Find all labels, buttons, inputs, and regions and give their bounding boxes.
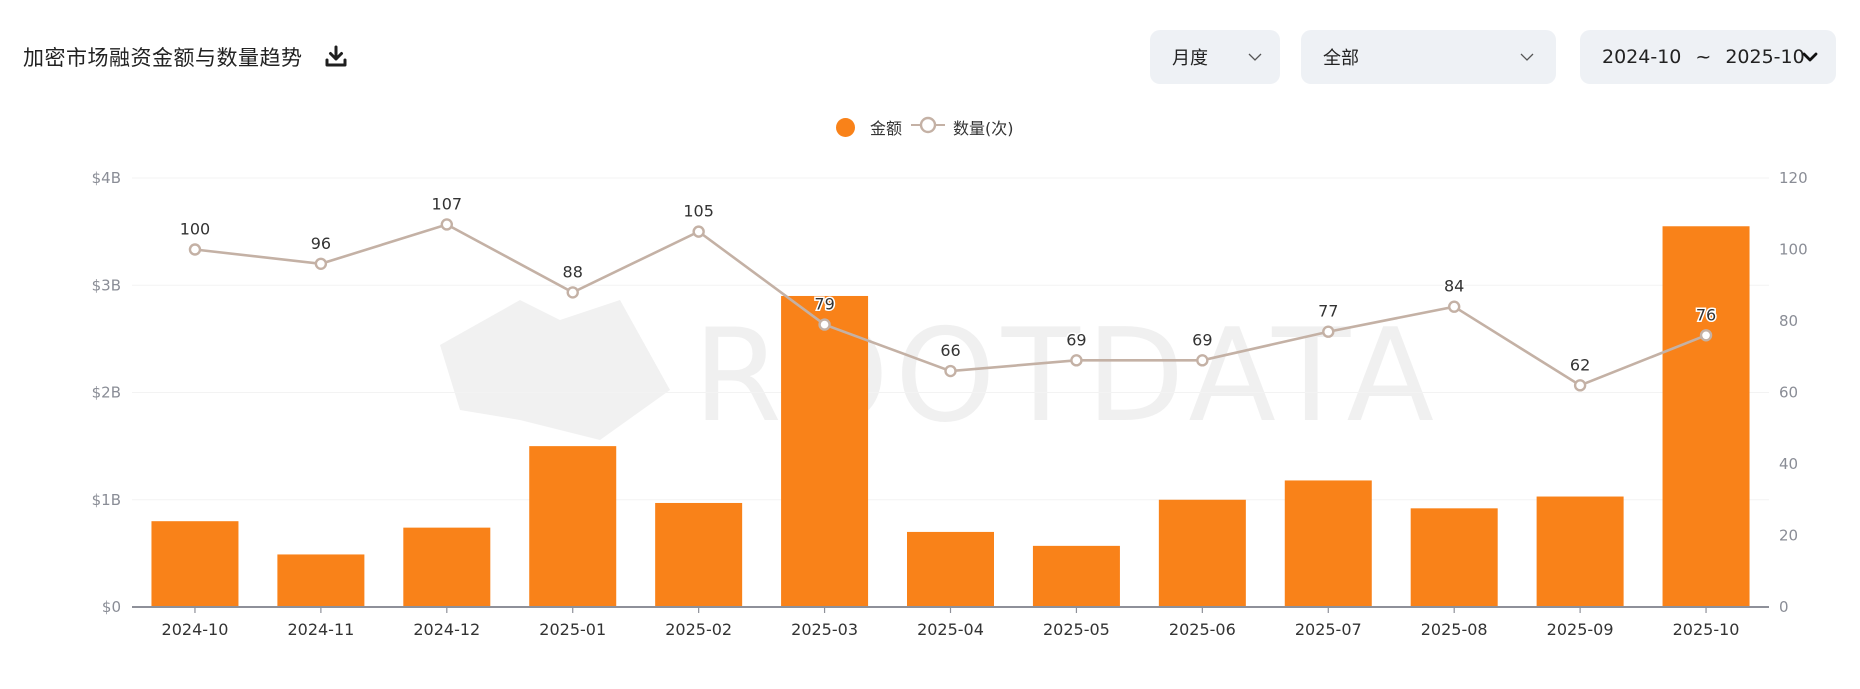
y-axis-left-label: $2B — [92, 384, 121, 402]
date-range-start: 2024-10 — [1602, 46, 1682, 68]
y-axis-left-label: $1B — [92, 491, 121, 509]
count-label: 84 — [1444, 277, 1464, 296]
bar-2024-12 — [403, 527, 491, 607]
y-axis-right-label: 80 — [1779, 312, 1798, 330]
bar-2024-11 — [277, 554, 365, 607]
x-axis-label: 2024-10 — [162, 620, 229, 639]
count-label: 107 — [432, 194, 463, 213]
count-label: 100 — [180, 220, 211, 239]
count-point — [1196, 354, 1209, 367]
y-axis-right-label: 100 — [1779, 241, 1808, 259]
y-axis-left-label: $0 — [102, 598, 121, 616]
bar-2025-02 — [655, 502, 743, 607]
count-point — [818, 318, 831, 331]
y-axis-left-label: $4B — [92, 169, 121, 187]
bar-2025-03 — [781, 295, 869, 607]
count-point — [944, 364, 957, 378]
count-point — [1070, 354, 1083, 367]
y-axis-right-label: 120 — [1779, 169, 1808, 187]
y-axis-right-label: 0 — [1779, 598, 1789, 616]
bar-2025-05 — [1032, 545, 1120, 607]
line-marker-icon — [910, 115, 946, 139]
count-point — [1699, 329, 1713, 342]
bar-2025-08 — [1410, 508, 1498, 607]
x-axis-label: 2025-09 — [1547, 620, 1614, 639]
chart-title: 加密市场融资金额与数量趋势 — [23, 46, 303, 70]
legend-item-count[interactable]: 数量(次) — [902, 115, 1014, 139]
bar-2025-10 — [1662, 226, 1750, 607]
count-label: 77 — [1318, 302, 1338, 321]
circle-icon — [836, 117, 855, 137]
download-icon[interactable] — [324, 44, 348, 70]
x-axis-label: 2025-06 — [1169, 620, 1236, 639]
count-label: 76 — [1696, 305, 1716, 324]
y-axis-right-label: 60 — [1779, 384, 1798, 402]
count-label: 69 — [1066, 330, 1086, 349]
count-point — [692, 225, 705, 238]
x-axis-label: 2024-12 — [413, 620, 480, 639]
date-range-end: 2025-10 — [1725, 46, 1805, 68]
bar-2024-10 — [151, 521, 239, 607]
x-axis-label: 2025-05 — [1043, 620, 1110, 639]
count-point — [188, 243, 202, 256]
count-label: 62 — [1570, 355, 1590, 374]
y-axis-right-label: 20 — [1779, 527, 1798, 545]
x-axis-label: 2024-11 — [287, 620, 354, 639]
period-select[interactable]: 月度 — [1150, 30, 1280, 84]
period-select-value: 月度 — [1172, 48, 1208, 69]
watermark-logo — [440, 300, 670, 440]
count-point — [1573, 379, 1587, 392]
count-label: 96 — [311, 234, 331, 253]
x-axis-label: 2025-01 — [539, 620, 606, 639]
legend-label-amount: 金额 — [870, 119, 903, 138]
chevron-down-icon — [1248, 30, 1262, 84]
legend-label-count: 数量(次) — [953, 119, 1014, 138]
date-range-picker[interactable]: 2024-10 ~ 2025-10 — [1580, 30, 1836, 84]
count-point — [1447, 300, 1461, 313]
category-select[interactable]: 全部 — [1301, 30, 1556, 84]
bar-2025-07 — [1284, 480, 1372, 607]
count-point — [1322, 325, 1335, 338]
bar-2025-06 — [1158, 499, 1246, 607]
x-axis-label: 2025-10 — [1673, 620, 1740, 639]
x-axis-label: 2025-07 — [1295, 620, 1362, 639]
y-axis-left-label: $3B — [92, 276, 121, 294]
count-point — [314, 257, 328, 270]
bar-2025-09 — [1536, 496, 1624, 607]
chevron-down-icon — [1802, 30, 1818, 84]
count-label: 69 — [1192, 330, 1212, 349]
x-axis-label: 2025-04 — [917, 620, 984, 639]
x-axis-label: 2025-02 — [665, 620, 732, 639]
x-axis-label: 2025-03 — [791, 620, 858, 639]
bar-2025-04 — [907, 531, 994, 607]
chevron-down-icon — [1520, 30, 1534, 84]
count-label: 79 — [814, 295, 834, 314]
category-select-value: 全部 — [1323, 48, 1359, 69]
count-label: 66 — [940, 341, 960, 360]
legend-item-amount[interactable]: 金额 — [836, 115, 902, 139]
count-point — [566, 286, 579, 299]
count-label: 105 — [683, 202, 714, 221]
chart-legend: 金额 数量(次) — [836, 114, 1014, 140]
count-point — [440, 218, 454, 231]
y-axis-right-label: 40 — [1779, 455, 1798, 473]
x-axis-label: 2025-08 — [1421, 620, 1488, 639]
date-range-separator: ~ — [1695, 46, 1712, 68]
count-label: 88 — [563, 262, 583, 281]
bar-2025-01 — [529, 446, 617, 607]
